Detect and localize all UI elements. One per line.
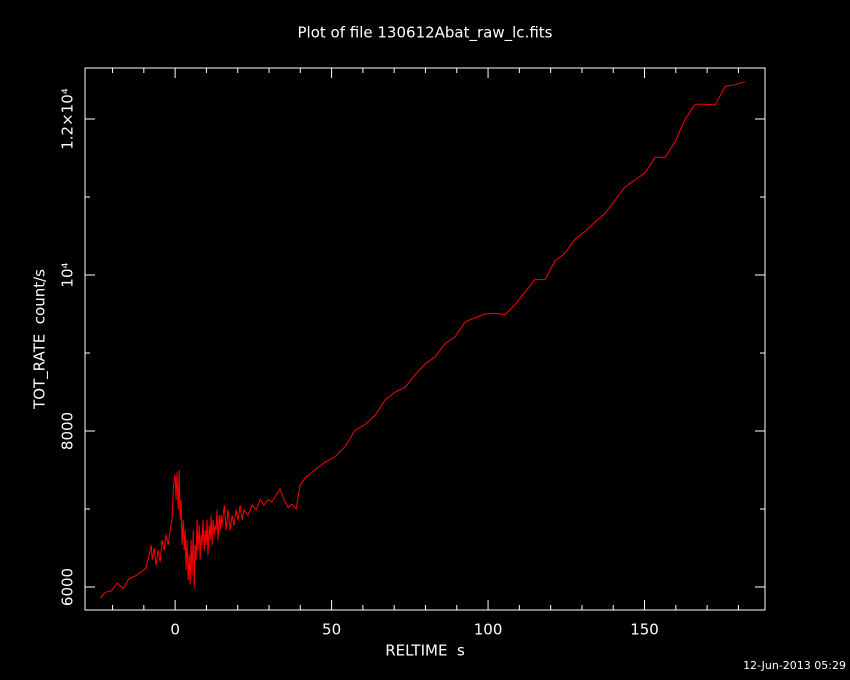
x-axis-label: RELTIME s [385,642,465,660]
y-tick-label: 1.2×10⁴ [59,88,77,150]
y-tick-label: 6000 [59,568,77,606]
x-tick-label: 0 [170,621,180,639]
y-tick-label: 8000 [59,412,77,450]
data-line [100,81,746,599]
chart-title: Plot of file 130612Abat_raw_lc.fits [298,24,553,43]
plot-frame [84,67,766,611]
x-tick-label: 100 [474,621,503,639]
y-tick-label: 10⁴ [59,262,77,287]
x-tick-label: 50 [322,621,341,639]
y-axis-label: TOT_RATE count/s [31,269,50,410]
timestamp: 12-Jun-2013 05:29 [743,659,846,672]
x-tick-label: 150 [630,621,659,639]
